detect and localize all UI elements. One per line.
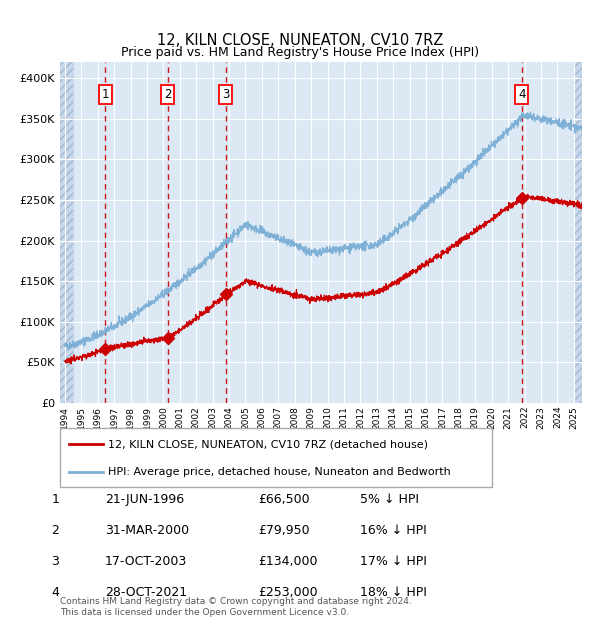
FancyBboxPatch shape — [60, 428, 492, 487]
Bar — [60, 62, 73, 403]
Bar — [574, 62, 582, 403]
Text: 2: 2 — [164, 88, 171, 101]
Text: £79,950: £79,950 — [258, 524, 310, 536]
Text: 1: 1 — [52, 493, 59, 505]
Text: £134,000: £134,000 — [258, 555, 317, 567]
Text: 1: 1 — [102, 88, 109, 101]
Text: 12, KILN CLOSE, NUNEATON, CV10 7RZ (detached house): 12, KILN CLOSE, NUNEATON, CV10 7RZ (deta… — [107, 440, 428, 450]
Text: 12, KILN CLOSE, NUNEATON, CV10 7RZ: 12, KILN CLOSE, NUNEATON, CV10 7RZ — [157, 33, 443, 48]
Text: 4: 4 — [518, 88, 526, 101]
Text: 3: 3 — [222, 88, 229, 101]
Text: 3: 3 — [52, 555, 59, 567]
Text: 5% ↓ HPI: 5% ↓ HPI — [360, 493, 419, 505]
Text: 4: 4 — [52, 586, 59, 598]
Text: 18% ↓ HPI: 18% ↓ HPI — [360, 586, 427, 598]
Text: 28-OCT-2021: 28-OCT-2021 — [105, 586, 187, 598]
Text: 21-JUN-1996: 21-JUN-1996 — [105, 493, 184, 505]
Text: 2: 2 — [52, 524, 59, 536]
Text: 17% ↓ HPI: 17% ↓ HPI — [360, 555, 427, 567]
Bar — [60, 62, 73, 403]
Text: HPI: Average price, detached house, Nuneaton and Bedworth: HPI: Average price, detached house, Nune… — [107, 467, 450, 477]
Bar — [574, 62, 582, 403]
Text: 17-OCT-2003: 17-OCT-2003 — [105, 555, 187, 567]
Text: Contains HM Land Registry data © Crown copyright and database right 2024.
This d: Contains HM Land Registry data © Crown c… — [60, 598, 412, 617]
Text: 31-MAR-2000: 31-MAR-2000 — [105, 524, 189, 536]
Text: 16% ↓ HPI: 16% ↓ HPI — [360, 524, 427, 536]
Text: £253,000: £253,000 — [258, 586, 317, 598]
Text: £66,500: £66,500 — [258, 493, 310, 505]
Text: Price paid vs. HM Land Registry's House Price Index (HPI): Price paid vs. HM Land Registry's House … — [121, 46, 479, 59]
